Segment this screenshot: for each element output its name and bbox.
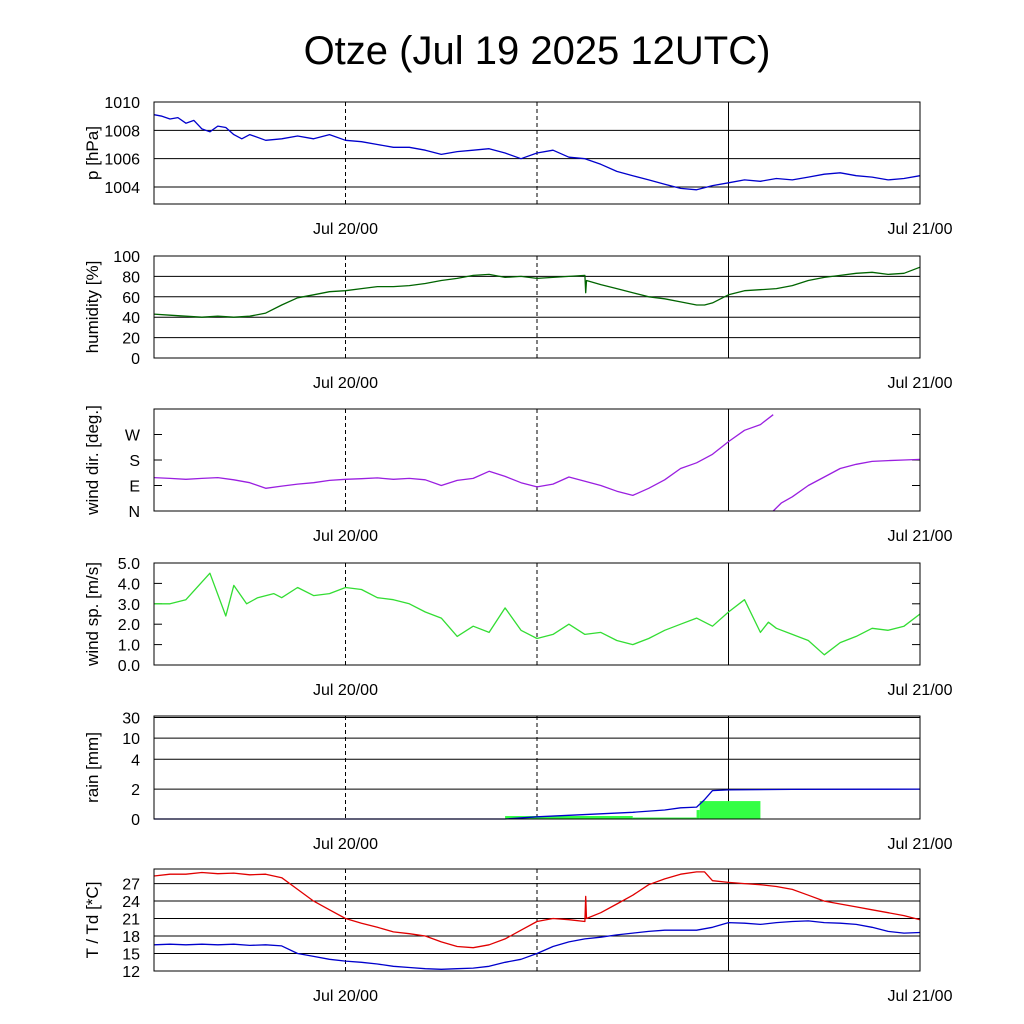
humidity-plot-frame (153, 255, 921, 359)
wind-speed-ytick-label: 0.0 (118, 658, 140, 675)
pressure-ytick-label: 1004 (104, 180, 140, 197)
pressure-xtick-label: Jul 20/00 (313, 221, 378, 238)
wind-direction-xtick-label: Jul 20/00 (313, 528, 378, 545)
humidity-xtick-label: Jul 20/00 (313, 375, 378, 392)
temperature-ytick-label: 15 (122, 947, 140, 964)
rain-xtick-label: Jul 20/00 (313, 836, 378, 853)
rain-axis-label: rain [mm] (83, 732, 102, 803)
rain-bar (632, 817, 697, 819)
humidity-ytick-label: 60 (122, 290, 140, 307)
temperature-xtick-label: Jul 21/00 (888, 988, 953, 1005)
pressure-ytick-label: 1008 (104, 123, 140, 140)
wind-direction-ytick-label: E (129, 479, 140, 496)
humidity-ytick-label: 0 (131, 351, 140, 368)
pressure-xtick-label: Jul 21/00 (888, 221, 953, 238)
wind-speed-axis-label: wind sp. [m/s] (83, 562, 102, 667)
wind-direction-plot-frame (153, 408, 921, 512)
wind-speed-series-line (154, 572, 921, 656)
wind-speed-xtick-label: Jul 21/00 (888, 682, 953, 699)
rain-ytick-label: 2 (131, 782, 140, 799)
humidity-ytick-label: 20 (122, 331, 140, 348)
humidity-ytick-label: 100 (113, 249, 140, 266)
temperature-series-line (153, 871, 921, 949)
wind-direction-ytick-label: N (128, 504, 140, 521)
wind-speed-ytick-label: 4.0 (118, 576, 140, 593)
wind-direction-axis-label: wind dir. [deg.] (83, 405, 102, 516)
temperature-plot-frame (153, 868, 921, 972)
rain-series-line (154, 788, 921, 820)
wind-speed-plot-frame (153, 562, 921, 666)
rain-bar (505, 816, 633, 819)
rain-plot-frame (153, 715, 921, 820)
wind-speed-ytick-label: 5.0 (118, 556, 140, 573)
pressure-axis-label: p [hPa] (83, 126, 102, 180)
pressure-ytick-label: 1006 (104, 152, 140, 169)
wind-direction-series-line (772, 458, 921, 512)
humidity-series-line (153, 266, 921, 318)
humidity-xtick-label: Jul 21/00 (888, 375, 953, 392)
humidity-ytick-label: 80 (122, 269, 140, 286)
temperature-ytick-label: 27 (122, 877, 140, 894)
temperature-ytick-label: 21 (122, 912, 140, 929)
pressure-series-line (153, 114, 921, 191)
rain-ytick-label: 10 (122, 731, 140, 748)
humidity-ytick-label: 40 (122, 310, 140, 327)
wind-direction-ytick-label: W (125, 428, 141, 445)
temperature-ytick-label: 18 (122, 929, 140, 946)
wind-direction-series-line (153, 414, 774, 497)
wind-speed-ytick-label: 2.0 (118, 617, 140, 634)
chart-title: Otze (Jul 19 2025 12UTC) (304, 29, 771, 73)
temperature-xtick-label: Jul 20/00 (313, 988, 378, 1005)
rain-xtick-label: Jul 21/00 (888, 836, 953, 853)
wind-speed-xtick-label: Jul 20/00 (313, 682, 378, 699)
pressure-ytick-label: 1010 (104, 95, 140, 112)
temperature-axis-label: T / Td [*C] (83, 882, 102, 959)
wind-direction-ytick-label: S (129, 453, 140, 470)
rain-ytick-label: 4 (131, 752, 140, 769)
wind-direction-xtick-label: Jul 21/00 (888, 528, 953, 545)
wind-speed-ytick-label: 1.0 (118, 638, 140, 655)
rain-bar (699, 801, 761, 819)
wind-speed-ytick-label: 3.0 (118, 597, 140, 614)
rain-ytick-label: 30 (122, 711, 140, 728)
humidity-axis-label: humidity [%] (83, 261, 102, 354)
temperature-ytick-label: 24 (122, 894, 140, 911)
temperature-ytick-label: 12 (122, 964, 140, 981)
rain-bar (696, 810, 700, 819)
pressure-plot-frame (153, 101, 921, 205)
rain-ytick-label: 0 (131, 812, 140, 829)
temperature-series-line (153, 920, 921, 970)
